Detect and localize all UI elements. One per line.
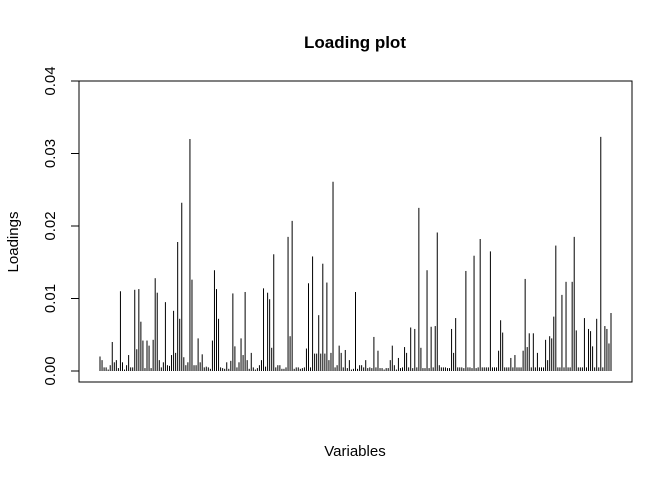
y-axis-label: Loadings xyxy=(5,212,22,273)
y-axis-ticks: 0.00 0.01 0.02 0.03 0.04 xyxy=(42,66,79,386)
y-tick-label: 0.01 xyxy=(42,284,59,313)
y-tick-label: 0.03 xyxy=(42,139,59,168)
y-tick-label: 0.04 xyxy=(42,66,59,95)
y-tick-label: 0.02 xyxy=(42,211,59,240)
x-axis-label: Variables xyxy=(324,443,385,460)
bar-series xyxy=(99,136,612,371)
y-tick-label: 0.00 xyxy=(42,356,59,385)
chart-title: Loading plot xyxy=(304,33,406,52)
